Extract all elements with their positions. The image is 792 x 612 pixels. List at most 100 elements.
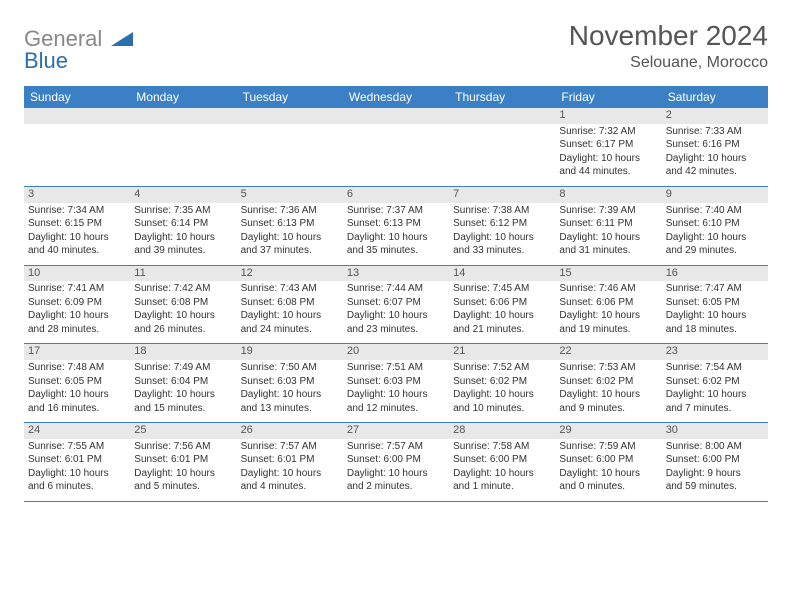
calendar-cell: 4Sunrise: 7:35 AMSunset: 6:14 PMDaylight…: [130, 187, 236, 265]
sunset-text: Sunset: 6:07 PM: [347, 297, 445, 310]
daylight-line1: Daylight: 10 hours: [559, 153, 657, 166]
day-number: 26: [237, 423, 343, 439]
daylight-line2: and 5 minutes.: [134, 481, 232, 494]
calendar-cell: 17Sunrise: 7:48 AMSunset: 6:05 PMDayligh…: [24, 344, 130, 422]
day-number: 2: [662, 108, 768, 124]
sunset-text: Sunset: 6:03 PM: [347, 376, 445, 389]
sunrise-text: Sunrise: 7:38 AM: [453, 205, 551, 218]
daylight-line2: and 19 minutes.: [559, 324, 657, 337]
sunrise-text: Sunrise: 7:52 AM: [453, 362, 551, 375]
week-row: 24Sunrise: 7:55 AMSunset: 6:01 PMDayligh…: [24, 423, 768, 502]
sunset-text: Sunset: 6:13 PM: [241, 218, 339, 231]
daylight-line2: and 28 minutes.: [28, 324, 126, 337]
daylight-line1: Daylight: 10 hours: [559, 468, 657, 481]
logo-triangle-icon: [111, 32, 133, 46]
sunrise-text: Sunrise: 7:43 AM: [241, 283, 339, 296]
sunset-text: Sunset: 6:02 PM: [666, 376, 764, 389]
daylight-line1: Daylight: 10 hours: [241, 232, 339, 245]
sunset-text: Sunset: 6:08 PM: [241, 297, 339, 310]
daylight-line2: and 23 minutes.: [347, 324, 445, 337]
calendar-cell: 25Sunrise: 7:56 AMSunset: 6:01 PMDayligh…: [130, 423, 236, 501]
daylight-line1: Daylight: 10 hours: [453, 389, 551, 402]
day-header-tue: Tuesday: [237, 86, 343, 108]
sunrise-text: Sunrise: 7:45 AM: [453, 283, 551, 296]
sunrise-text: Sunrise: 7:44 AM: [347, 283, 445, 296]
daylight-line1: Daylight: 10 hours: [347, 232, 445, 245]
calendar-cell: 23Sunrise: 7:54 AMSunset: 6:02 PMDayligh…: [662, 344, 768, 422]
calendar-cell: 15Sunrise: 7:46 AMSunset: 6:06 PMDayligh…: [555, 266, 661, 344]
calendar-cell: 11Sunrise: 7:42 AMSunset: 6:08 PMDayligh…: [130, 266, 236, 344]
day-number: 7: [449, 187, 555, 203]
sunrise-text: Sunrise: 7:34 AM: [28, 205, 126, 218]
day-number: 10: [24, 266, 130, 282]
daylight-line2: and 35 minutes.: [347, 245, 445, 258]
day-number: 27: [343, 423, 449, 439]
daylight-line2: and 2 minutes.: [347, 481, 445, 494]
empty-day: [130, 108, 236, 124]
day-number: 17: [24, 344, 130, 360]
day-number: 14: [449, 266, 555, 282]
day-number: 15: [555, 266, 661, 282]
daylight-line1: Daylight: 10 hours: [453, 232, 551, 245]
daylight-line1: Daylight: 10 hours: [453, 468, 551, 481]
sunrise-text: Sunrise: 7:37 AM: [347, 205, 445, 218]
daylight-line1: Daylight: 10 hours: [134, 310, 232, 323]
day-header-wed: Wednesday: [343, 86, 449, 108]
calendar-cell: [130, 108, 236, 186]
daylight-line1: Daylight: 10 hours: [666, 153, 764, 166]
day-number: 16: [662, 266, 768, 282]
sunrise-text: Sunrise: 7:57 AM: [347, 441, 445, 454]
day-number: 3: [24, 187, 130, 203]
daylight-line2: and 29 minutes.: [666, 245, 764, 258]
sunset-text: Sunset: 6:12 PM: [453, 218, 551, 231]
day-number: 23: [662, 344, 768, 360]
daylight-line1: Daylight: 10 hours: [241, 389, 339, 402]
day-number: 18: [130, 344, 236, 360]
daylight-line2: and 12 minutes.: [347, 403, 445, 416]
calendar-cell: 5Sunrise: 7:36 AMSunset: 6:13 PMDaylight…: [237, 187, 343, 265]
sunrise-text: Sunrise: 7:51 AM: [347, 362, 445, 375]
weeks-container: 1Sunrise: 7:32 AMSunset: 6:17 PMDaylight…: [24, 108, 768, 502]
daylight-line1: Daylight: 10 hours: [134, 232, 232, 245]
daylight-line2: and 10 minutes.: [453, 403, 551, 416]
sunrise-text: Sunrise: 7:53 AM: [559, 362, 657, 375]
sunrise-text: Sunrise: 7:46 AM: [559, 283, 657, 296]
empty-day: [343, 108, 449, 124]
sunset-text: Sunset: 6:13 PM: [347, 218, 445, 231]
sunrise-text: Sunrise: 7:59 AM: [559, 441, 657, 454]
daylight-line2: and 39 minutes.: [134, 245, 232, 258]
sunset-text: Sunset: 6:09 PM: [28, 297, 126, 310]
week-row: 3Sunrise: 7:34 AMSunset: 6:15 PMDaylight…: [24, 187, 768, 266]
daylight-line1: Daylight: 10 hours: [347, 310, 445, 323]
week-row: 1Sunrise: 7:32 AMSunset: 6:17 PMDaylight…: [24, 108, 768, 187]
daylight-line1: Daylight: 10 hours: [28, 232, 126, 245]
calendar-cell: 20Sunrise: 7:51 AMSunset: 6:03 PMDayligh…: [343, 344, 449, 422]
calendar-cell: 29Sunrise: 7:59 AMSunset: 6:00 PMDayligh…: [555, 423, 661, 501]
sunset-text: Sunset: 6:17 PM: [559, 139, 657, 152]
calendar-cell: 27Sunrise: 7:57 AMSunset: 6:00 PMDayligh…: [343, 423, 449, 501]
sunset-text: Sunset: 6:11 PM: [559, 218, 657, 231]
empty-day: [24, 108, 130, 124]
daylight-line1: Daylight: 10 hours: [559, 232, 657, 245]
header: General Blue November 2024 Selouane, Mor…: [24, 20, 768, 74]
daylight-line1: Daylight: 10 hours: [28, 389, 126, 402]
calendar-cell: 19Sunrise: 7:50 AMSunset: 6:03 PMDayligh…: [237, 344, 343, 422]
sunset-text: Sunset: 6:04 PM: [134, 376, 232, 389]
sunset-text: Sunset: 6:14 PM: [134, 218, 232, 231]
sunrise-text: Sunrise: 7:55 AM: [28, 441, 126, 454]
sunset-text: Sunset: 6:15 PM: [28, 218, 126, 231]
daylight-line1: Daylight: 10 hours: [134, 389, 232, 402]
daylight-line1: Daylight: 9 hours: [666, 468, 764, 481]
calendar-cell: 16Sunrise: 7:47 AMSunset: 6:05 PMDayligh…: [662, 266, 768, 344]
sunset-text: Sunset: 6:01 PM: [134, 454, 232, 467]
daylight-line2: and 21 minutes.: [453, 324, 551, 337]
day-number: 21: [449, 344, 555, 360]
sunrise-text: Sunrise: 7:32 AM: [559, 126, 657, 139]
calendar-cell: [24, 108, 130, 186]
daylight-line1: Daylight: 10 hours: [241, 310, 339, 323]
daylight-line2: and 13 minutes.: [241, 403, 339, 416]
daylight-line1: Daylight: 10 hours: [28, 468, 126, 481]
calendar-cell: 8Sunrise: 7:39 AMSunset: 6:11 PMDaylight…: [555, 187, 661, 265]
sunset-text: Sunset: 6:06 PM: [559, 297, 657, 310]
daylight-line1: Daylight: 10 hours: [559, 310, 657, 323]
